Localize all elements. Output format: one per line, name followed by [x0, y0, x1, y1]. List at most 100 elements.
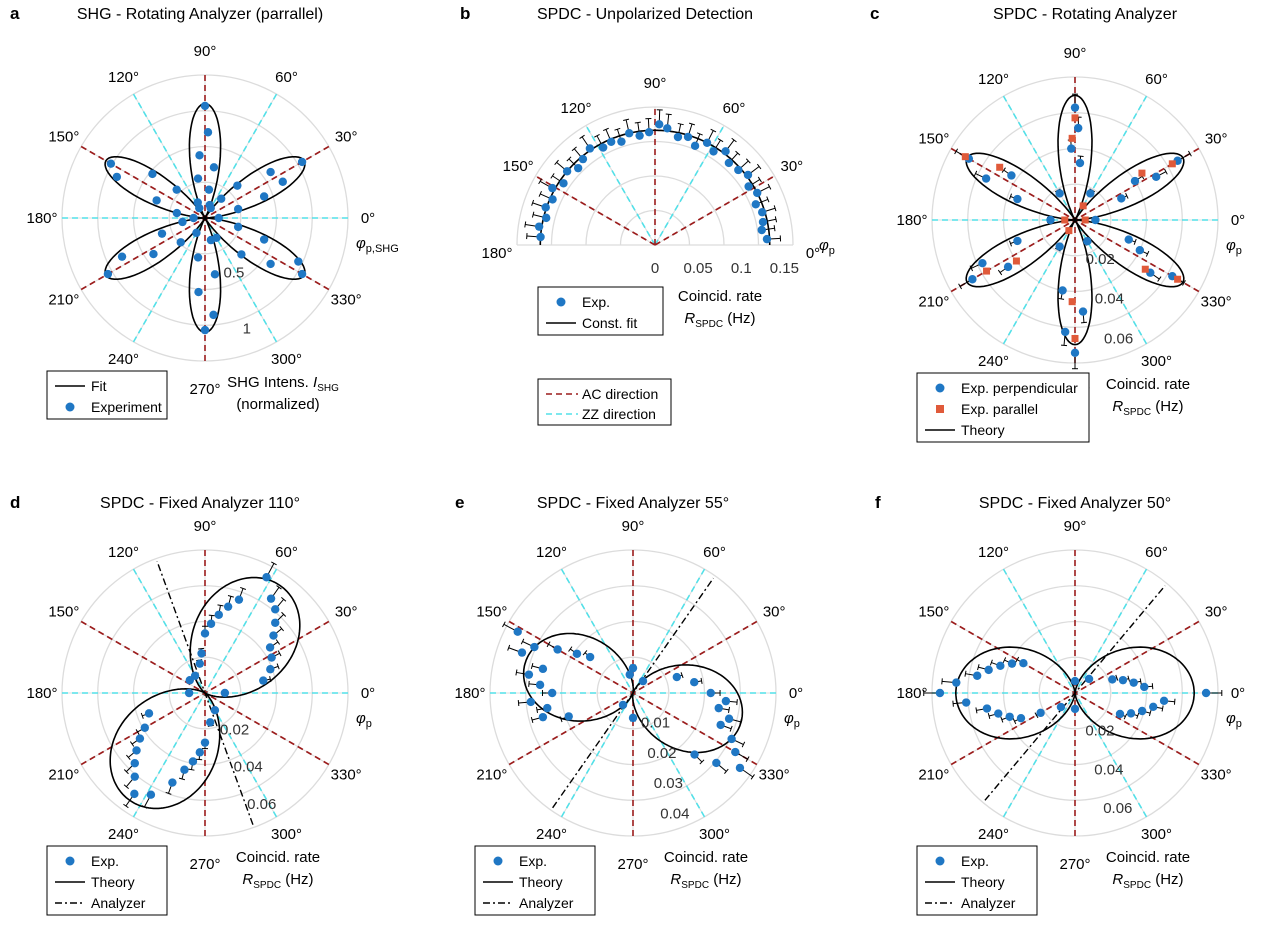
legend-box: [537, 286, 664, 336]
angle-tick-label: 240°: [108, 351, 139, 368]
radial-tick-label: 0.04: [660, 806, 689, 823]
angle-tick-label: 150°: [48, 129, 79, 146]
data-point: [1168, 160, 1176, 168]
data-point: [197, 649, 206, 658]
panel-b: b SPDC - Unpolarized Detection 0° 30° 60° 90°…: [460, 4, 835, 336]
radial-tick-label: 0: [651, 260, 659, 277]
data-point: [146, 790, 156, 799]
data-point: [204, 185, 214, 194]
data-point: [961, 153, 969, 161]
error-bar-cap: [710, 128, 717, 133]
data-point: [130, 759, 139, 768]
error-bar-cap: [969, 265, 974, 272]
data-point: [223, 602, 233, 611]
error-bar-cap: [554, 159, 559, 166]
data-point: [259, 235, 269, 244]
radial-tick-label: 0.02: [1086, 251, 1115, 268]
data-point: [538, 712, 548, 722]
angle-tick-label: 60°: [703, 544, 726, 561]
radial-axis-label: RSPDC (Hz): [670, 871, 741, 891]
error-bar-cap: [757, 176, 762, 183]
data-point: [673, 132, 683, 142]
error-bar-cap: [987, 713, 991, 720]
error-bar-cap: [528, 680, 530, 687]
data-point: [1036, 708, 1045, 718]
data-point: [234, 595, 244, 604]
data-point: [176, 238, 185, 247]
radial-tick-label: 0.01: [641, 714, 670, 731]
error-bar-cap: [582, 650, 588, 656]
data-point: [973, 671, 982, 680]
angle-tick-label: 180°: [26, 685, 57, 702]
legend-marker: [65, 402, 75, 412]
radial-axis-label: Coincid. rate: [678, 288, 762, 305]
error-bar-cap: [745, 158, 751, 164]
data-point: [731, 747, 740, 757]
error-bar-cap: [741, 741, 746, 748]
data-point: [585, 652, 595, 662]
data-point: [1055, 242, 1064, 251]
legend-label: Theory: [961, 422, 1005, 438]
error-bar-cap: [727, 706, 731, 713]
radial-axis-label: RSPDC (Hz): [1112, 398, 1183, 418]
error-bar-cap: [964, 670, 967, 677]
data-point: [266, 665, 275, 674]
data-point: [1149, 702, 1158, 711]
angle-tick-label: 0°: [789, 685, 803, 702]
legend-box: [537, 378, 672, 426]
data-point: [206, 203, 215, 213]
error-bar-cap: [602, 127, 609, 132]
data-point: [1055, 189, 1064, 198]
data-point: [267, 653, 276, 662]
error-bar-cap: [634, 121, 641, 124]
radial-tick-label: 0.04: [1094, 761, 1123, 778]
angle-tick-label: 90°: [1064, 518, 1087, 535]
data-point: [1086, 189, 1095, 198]
data-point: [1137, 706, 1147, 716]
error-bar-cap: [196, 758, 203, 761]
legend-box: [46, 370, 168, 420]
error-bar-cap: [275, 639, 281, 645]
angle-tick-label: 30°: [1205, 131, 1228, 148]
error-bar-cap: [568, 646, 573, 652]
error-bar-cap: [766, 196, 770, 203]
radial-tick-label: 0.15: [770, 260, 799, 277]
data-point: [762, 234, 772, 244]
error-bar-cap: [696, 132, 703, 136]
angle-tick-label: 300°: [1141, 353, 1172, 370]
data-point: [1005, 712, 1014, 721]
data-point: [189, 213, 198, 223]
chart-title: SPDC - Fixed Analyzer 55°: [537, 495, 729, 512]
data-point: [984, 665, 993, 675]
data-point: [266, 167, 275, 177]
data-point: [180, 765, 189, 774]
data-point: [743, 170, 753, 180]
data-point: [530, 642, 539, 652]
radial-tick-label: 0.04: [1095, 291, 1124, 308]
error-bar-cap: [1123, 713, 1128, 720]
data-point: [194, 287, 203, 297]
data-point: [233, 222, 243, 232]
radial-tick-label: 0.03: [654, 775, 683, 792]
radial-tick-label: 0.05: [684, 260, 713, 277]
angle-tick-label: 270°: [1059, 856, 1090, 873]
data-point: [757, 225, 766, 235]
data-point: [1046, 215, 1055, 225]
legend-label: Exp.: [582, 294, 610, 310]
error-bar-cap: [1002, 657, 1007, 664]
error-bar-cap: [1145, 250, 1150, 257]
data-point: [172, 185, 181, 194]
data-point: [655, 120, 664, 129]
data-point: [672, 672, 682, 682]
fit-curve: [954, 646, 1195, 740]
data-point: [1074, 123, 1083, 133]
angle-axis-label: φp: [356, 710, 372, 730]
radial-axis-label: (normalized): [236, 396, 319, 413]
data-point: [112, 172, 122, 182]
data-point: [758, 217, 768, 227]
data-point: [638, 676, 648, 686]
legend-marker: [493, 856, 503, 866]
error-bar-cap: [566, 156, 572, 162]
data-point: [195, 203, 204, 213]
data-point: [548, 195, 557, 204]
